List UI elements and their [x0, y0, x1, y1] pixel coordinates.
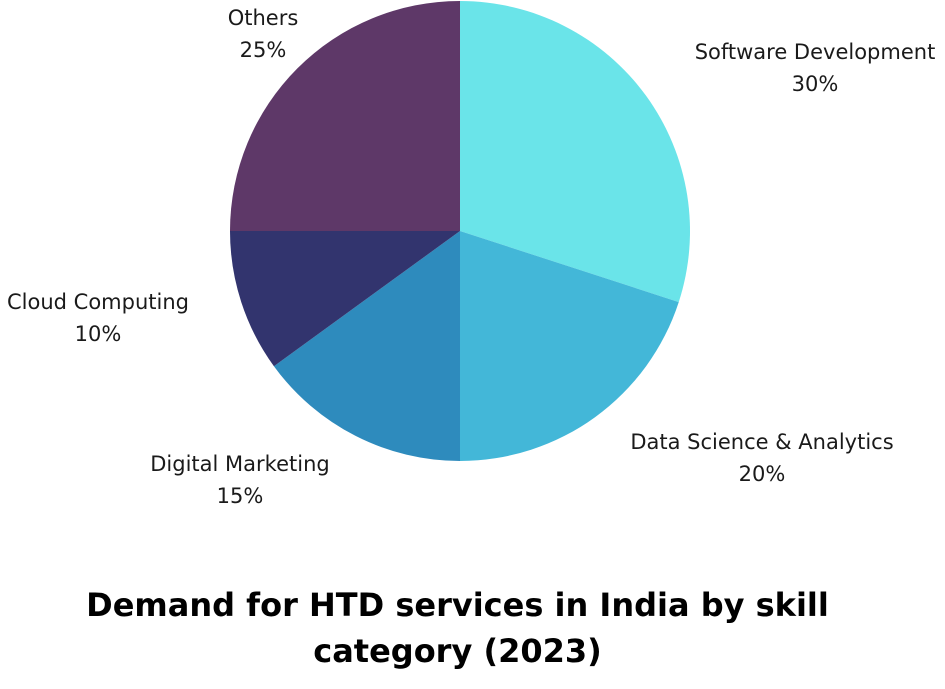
slice-value-software-development: 30%: [792, 72, 839, 96]
slice-value-cloud-computing: 10%: [75, 322, 122, 346]
slice-value-data-science-and-analytics: 20%: [739, 462, 786, 486]
pie-slice-others: [230, 1, 460, 231]
slice-value-others: 25%: [240, 38, 287, 62]
slice-labels: Software Development 30% Data Science & An…: [7, 6, 935, 508]
pie-slice-data-science-and-analytics: [460, 231, 679, 461]
slice-label-others: Others: [228, 6, 299, 30]
slice-label-cloud-computing: Cloud Computing: [7, 290, 189, 314]
chart-title: Demand for HTD services in India by skil…: [86, 586, 829, 670]
slice-value-digital-marketing: 15%: [217, 484, 264, 508]
slice-label-digital-marketing: Digital Marketing: [150, 452, 329, 476]
slice-label-data-science-and-analytics: Data Science & Analytics: [630, 430, 893, 454]
pie-slice-software-development: [460, 1, 690, 303]
pie-slices: [230, 1, 690, 461]
slice-label-software-development: Software Development: [695, 40, 936, 64]
pie-slice-cloud-computing: [230, 231, 460, 367]
pie-slice-digital-marketing: [273, 231, 460, 461]
